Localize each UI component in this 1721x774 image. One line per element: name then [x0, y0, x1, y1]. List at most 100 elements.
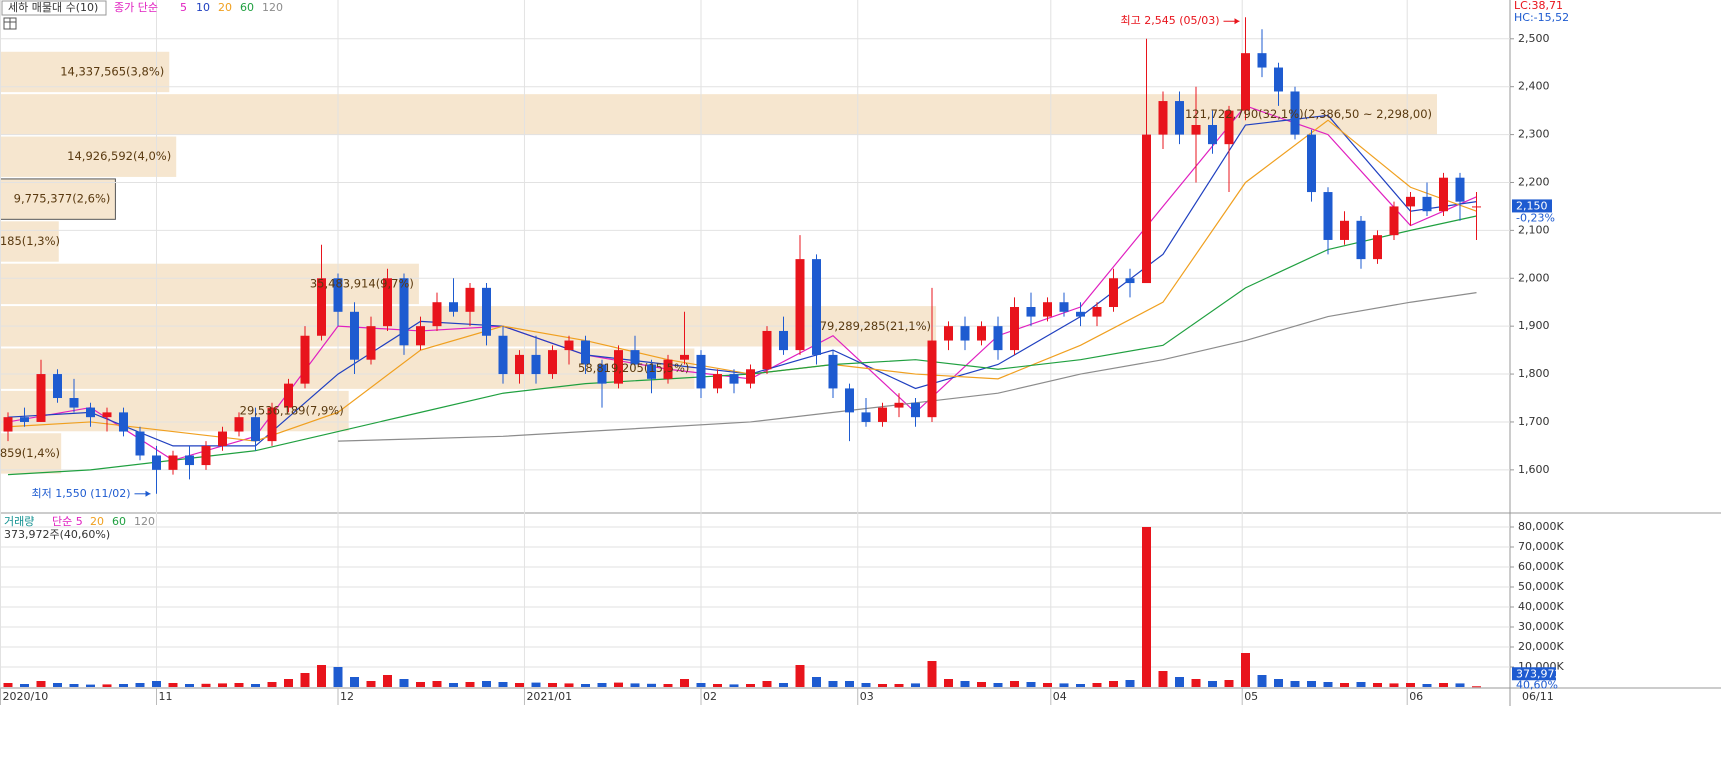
candle-body — [86, 407, 95, 418]
volume-legend-item: 60 — [112, 515, 126, 528]
candle-body — [251, 417, 260, 442]
candle-body — [977, 326, 986, 341]
indicator-label[interactable]: 세하 매물대 수(10) — [8, 0, 98, 14]
candle-body — [102, 412, 112, 418]
candle-body — [1422, 196, 1432, 212]
volume-bar — [1241, 653, 1250, 687]
volume-bar — [20, 684, 29, 687]
candle-body — [135, 431, 145, 456]
candle-body — [944, 326, 953, 341]
candle-body — [449, 302, 458, 312]
candle-body — [399, 278, 409, 346]
candle-body — [1175, 101, 1184, 135]
candle-body — [1472, 206, 1481, 208]
volume-bar — [696, 683, 706, 687]
x-tick-label: 2020/10 — [3, 690, 49, 703]
y-tick-label: 1,800 — [1518, 367, 1550, 380]
candle-body — [185, 455, 194, 466]
ma-legend-item: 5 — [180, 1, 187, 14]
candle-body — [1092, 307, 1102, 317]
volume-bar — [432, 681, 442, 687]
volume-bar — [1026, 682, 1036, 687]
price-tag-label: 2,150 — [1516, 199, 1548, 212]
volume-legend-label: 거래량 — [4, 515, 34, 528]
candle-body — [201, 445, 211, 466]
x-tick-label: 06 — [1409, 690, 1423, 703]
volume-bar — [762, 681, 772, 687]
volume-bar — [564, 683, 574, 687]
volume-tick-label: 70,000K — [1518, 540, 1564, 553]
candle-body — [1455, 177, 1465, 202]
candle-body — [548, 350, 557, 375]
candle-body — [630, 350, 640, 365]
volume-bar — [1092, 683, 1102, 687]
volume-bar — [465, 682, 475, 687]
volume-bar — [828, 681, 838, 687]
volume-bar — [135, 683, 145, 687]
volume-bar — [1472, 686, 1481, 688]
candle-body — [1340, 220, 1349, 240]
volume-bar — [1406, 683, 1415, 687]
profile-label: 121,722,790(32,1%)(2,386,50 ~ 2,298,00) — [1185, 107, 1432, 121]
lc-label: LC:38,71 — [1514, 0, 1563, 12]
volume-legend-item: 120 — [134, 515, 155, 528]
candle-body — [416, 326, 425, 346]
volume-tick-label: 20,000K — [1518, 640, 1564, 653]
candle-body — [1373, 235, 1382, 260]
volume-bar — [1439, 683, 1448, 687]
volume-bar — [911, 683, 920, 687]
profile-label: 5,183,859(1,4%) — [0, 446, 60, 460]
volume-bar — [53, 683, 62, 687]
y-tick-label: 1,900 — [1518, 319, 1550, 332]
volume-bar — [1290, 681, 1300, 687]
volume-bar — [1208, 681, 1217, 687]
volume-bar — [746, 684, 755, 687]
y-tick-label: 2,000 — [1518, 271, 1550, 284]
volume-bar — [449, 683, 458, 687]
volume-bar — [1323, 682, 1333, 687]
profile-band — [0, 263, 419, 305]
profile-label: 9,775,377(2,6%) — [14, 192, 111, 206]
volume-bar — [960, 681, 970, 687]
x-tick-label: 02 — [703, 690, 717, 703]
volume-bar — [581, 684, 590, 687]
volume-tick-label: 80,000K — [1518, 520, 1564, 533]
candle-body — [696, 354, 706, 389]
volume-bar — [977, 682, 986, 687]
volume-bar — [531, 682, 541, 687]
volume-bar — [1274, 679, 1283, 687]
candle-body — [911, 402, 920, 418]
volume-bar — [944, 679, 953, 687]
volume-bar — [548, 683, 557, 687]
volume-bar — [1389, 683, 1399, 687]
volume-bar — [366, 681, 376, 687]
volume-bar — [1125, 680, 1135, 687]
y-tick-label: 2,200 — [1518, 175, 1550, 188]
candle-body — [1356, 220, 1366, 260]
indicator-box[interactable] — [1, 0, 107, 16]
candle-body — [284, 383, 293, 408]
candle-body — [152, 455, 161, 470]
profile-label: 29,536,189(7,9%) — [240, 404, 344, 418]
candle-body — [878, 407, 887, 422]
x-tick-label: 05 — [1244, 690, 1258, 703]
candle-body — [366, 326, 376, 360]
labels: 5 10 20 60 120 20 60 120 5,183,859(1,4%) 29,536,1… — [0, 1, 1564, 703]
candle-body — [647, 364, 656, 379]
candle-body — [69, 398, 79, 408]
profile-label: 35,483,914(9,7%) — [310, 276, 414, 290]
candle-body — [218, 431, 227, 446]
volume-bar — [300, 673, 310, 687]
volume-bar — [234, 683, 244, 687]
volume-bar — [1175, 677, 1184, 687]
volume-bar — [185, 684, 194, 687]
candle-body — [1059, 302, 1069, 312]
volume-tag — [1512, 667, 1556, 681]
volume-bar — [1257, 675, 1267, 687]
volume-bar — [102, 684, 112, 687]
y-tick-label: 1,600 — [1518, 463, 1550, 476]
volume-bar — [86, 684, 95, 687]
volume-bar — [399, 679, 409, 687]
volume-bar — [383, 675, 392, 687]
